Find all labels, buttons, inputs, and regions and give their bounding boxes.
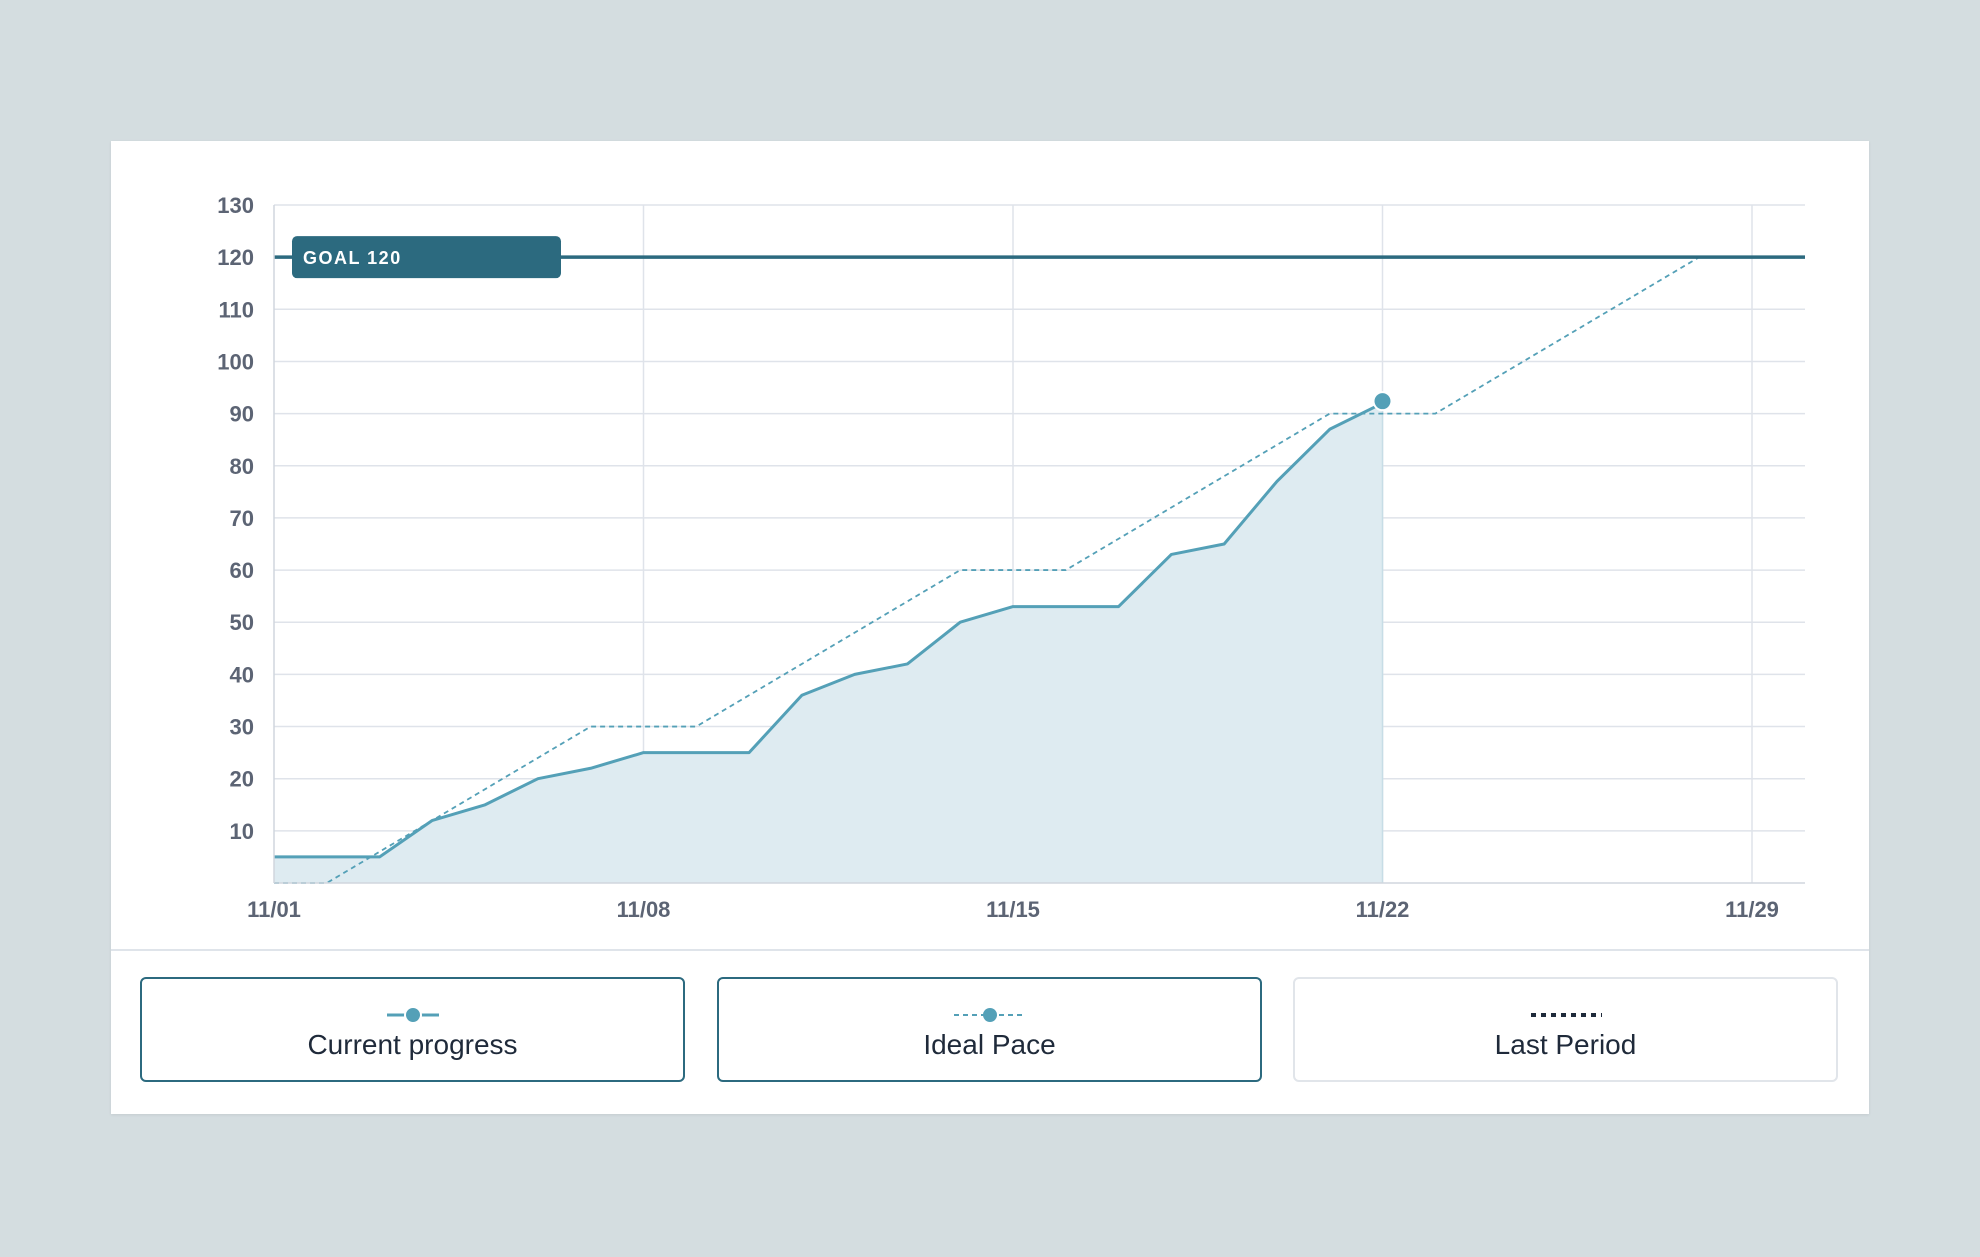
goal-badge [292,236,561,279]
last-period-swatch-icon [1530,1013,1602,1017]
area-layer [274,403,1384,883]
progress-chart: GOAL 120 1020304050607080901001101201301… [217,193,1805,922]
current-progress-endpoint [1372,391,1393,412]
current-progress-area [274,403,1383,883]
x-tick-label: 11/01 [247,897,301,922]
legend-label-last-period: Last Period [1494,1029,1637,1060]
y-tick-label: 110 [219,297,255,322]
legend-ideal-pace-button[interactable]: Ideal Pace [717,977,1262,1082]
legend-label-current-progress: Current progress [307,1029,518,1060]
y-tick-label: 60 [230,558,254,583]
y-tick-label: 20 [230,767,254,792]
y-tick-label: 90 [230,402,254,427]
series-layer [274,256,1805,884]
goal-label: GOAL 120 [303,248,402,268]
legend-last-period-button[interactable]: Last Period [1293,977,1838,1082]
y-tick-label: 80 [230,454,254,479]
y-tick-label: 130 [217,193,254,218]
ideal-pace-line [274,256,1805,884]
y-tick-label: 40 [230,662,254,687]
x-tick-label: 11/08 [617,897,671,922]
divider [111,949,1869,951]
y-tick-label: 30 [230,715,254,740]
chart-card: GOAL 120 10 20 30 40 50 60 70 80 90 100 110 120 130 1… [111,141,1869,1114]
y-tick-label: 120 [217,245,254,270]
y-tick-label: 70 [230,506,254,531]
current-progress-line [274,401,1384,859]
current-progress-swatch-icon [386,1006,439,1024]
y-tick-label: 10 [230,819,254,844]
legend-label-ideal-pace: Ideal Pace [923,1029,1056,1060]
legend-current-progress-button[interactable]: Current progress [140,977,685,1082]
axis-layer: 10 20 30 40 50 60 70 80 90 100 110 120 130 11/01 11/08… [217,193,1805,922]
ideal-pace-swatch-icon [953,1008,1026,1022]
goal-layer: GOAL 120 [274,236,1805,279]
x-tick-label: 11/29 [1725,897,1779,922]
y-tick-label: 100 [217,349,254,374]
x-tick-label: 11/15 [986,897,1040,922]
chart-area: GOAL 120 10 20 30 40 50 60 70 80 90 100 110 120 130 1… [111,141,1869,949]
x-tick-label: 11/22 [1356,897,1410,922]
y-tick-label: 50 [230,610,254,635]
